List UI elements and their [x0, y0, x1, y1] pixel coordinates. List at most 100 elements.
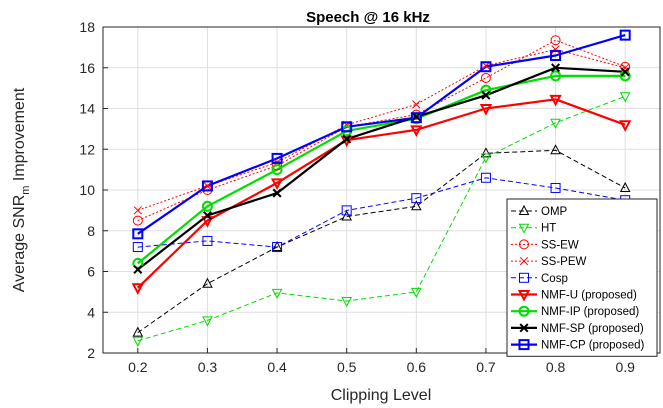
legend-label: OMP	[541, 206, 568, 218]
y-tick-label: 14	[79, 101, 95, 117]
data-point	[518, 305, 530, 317]
legend-entry: NMF-IP (proposed)	[511, 305, 639, 318]
data-point	[202, 210, 212, 220]
y-tick-label: 2	[87, 345, 95, 361]
legend-label: Cosp	[541, 273, 568, 285]
data-point	[480, 61, 492, 73]
data-point	[550, 182, 561, 193]
x-tick-label: 0.7	[476, 359, 496, 375]
y-tick-label: 6	[87, 264, 95, 280]
data-point	[272, 160, 283, 171]
data-point	[131, 283, 144, 295]
data-point	[480, 72, 491, 83]
data-point	[341, 121, 353, 133]
legend-label: NMF-SP (proposed)	[541, 323, 644, 335]
data-point	[132, 215, 143, 226]
data-point	[133, 206, 142, 215]
ticks: 0.2 0.3 0.4 0.5 0.6 0.7 0.8 0.9 2 4 6 8 10 12 14 16 18	[79, 19, 635, 375]
data-point	[272, 188, 282, 198]
data-point	[341, 205, 352, 216]
data-point	[410, 112, 422, 124]
data-point	[549, 94, 562, 107]
series-lines	[137, 34, 626, 342]
y-tick-label: 8	[87, 223, 95, 239]
legend-box	[506, 198, 658, 357]
x-tick-label: 0.6	[407, 359, 427, 375]
series-markers	[131, 29, 632, 347]
series-line	[137, 66, 626, 271]
legend-label: NMF-U (proposed)	[541, 290, 637, 302]
series-line	[137, 39, 626, 222]
y-axis-label-main: Average SNR	[11, 195, 28, 293]
data-point	[203, 181, 212, 191]
data-point	[518, 223, 530, 234]
data-point	[619, 181, 631, 192]
data-point	[519, 323, 529, 333]
x-axis-label: Clipping Level	[331, 387, 432, 404]
legend-label: SS-EW	[541, 239, 579, 251]
legend-entry: NMF-SP (proposed)	[511, 323, 644, 335]
legend-label: HT	[541, 223, 556, 235]
data-point	[480, 153, 492, 164]
data-point	[202, 277, 213, 288]
data-point	[271, 240, 283, 252]
series-markers-group	[132, 144, 631, 337]
x-tick-label: 0.9	[615, 359, 635, 375]
series-line	[137, 98, 626, 289]
data-point	[201, 216, 214, 228]
y-tick-label: 10	[79, 182, 95, 198]
series-line	[137, 34, 626, 235]
series-line	[137, 177, 626, 248]
legend-entry: NMF-U (proposed)	[511, 290, 637, 302]
data-point	[272, 242, 283, 253]
data-point	[550, 118, 561, 129]
data-point	[410, 125, 423, 138]
data-point	[480, 172, 491, 183]
data-point	[550, 70, 562, 82]
data-point	[410, 287, 422, 298]
data-point	[550, 50, 562, 62]
data-point	[132, 257, 144, 269]
data-point	[201, 200, 213, 212]
data-point	[550, 35, 561, 46]
x-tick-label: 0.3	[198, 359, 218, 375]
data-point	[341, 210, 353, 221]
data-point	[132, 336, 144, 347]
series-markers-group	[132, 92, 631, 347]
data-point	[132, 228, 144, 240]
y-tick-label: 16	[79, 60, 95, 76]
chart-title: Speech @ 16 kHz	[306, 9, 430, 26]
x-tick-label: 0.8	[546, 359, 566, 375]
data-point	[480, 147, 492, 158]
data-point	[619, 120, 632, 132]
y-tick-label: 12	[79, 141, 95, 157]
data-point	[517, 290, 531, 302]
data-point	[619, 92, 631, 103]
data-point	[519, 256, 529, 266]
series-line	[137, 95, 626, 342]
x-tick-label: 0.4	[267, 359, 287, 375]
series-markers-group	[132, 29, 631, 240]
data-point	[132, 326, 144, 337]
data-point	[550, 144, 561, 155]
data-point	[271, 288, 283, 299]
data-point	[202, 235, 213, 246]
series-line	[137, 74, 626, 265]
data-point	[342, 134, 352, 144]
data-point	[201, 180, 213, 192]
data-point	[620, 67, 630, 77]
data-point	[270, 178, 284, 191]
y-axis-label-tail: Improvement	[11, 87, 28, 185]
y-axis-label: Average SNRm Improvement	[11, 87, 32, 292]
data-point	[341, 297, 353, 308]
legend: OMP HT SS-EW SS-PEW Cosp NMF-U (proposed) NMF-…	[506, 198, 658, 357]
data-point	[519, 239, 529, 250]
data-point	[133, 264, 143, 274]
series-line	[137, 149, 626, 334]
legend-label: NMF-CP (proposed)	[541, 340, 644, 352]
data-point	[519, 272, 529, 283]
data-point	[518, 339, 530, 351]
data-point	[551, 63, 561, 73]
data-point	[271, 164, 283, 176]
